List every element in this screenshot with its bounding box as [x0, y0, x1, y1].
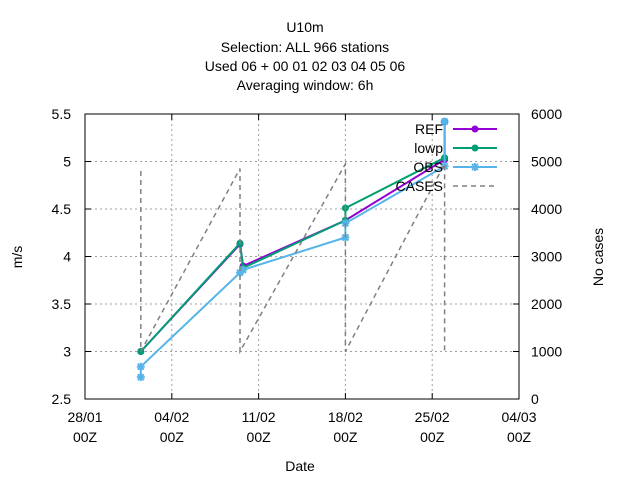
y2-tick-label: 2000 [531, 296, 562, 312]
series-obs [136, 117, 449, 382]
x-tick-label: 11/02 [242, 409, 276, 425]
y2-tick-label: 6000 [531, 106, 562, 122]
title-line: Averaging window: 6h [237, 77, 374, 93]
data-point [471, 163, 479, 171]
x-tick-label: 00Z [160, 429, 185, 445]
y-tick-label: 5 [63, 154, 71, 170]
data-point-stroke [239, 266, 247, 274]
grid [85, 114, 519, 399]
data-point [471, 125, 479, 133]
legend: REF lowp OBS CASES [396, 121, 497, 194]
series-line [140, 121, 446, 353]
title-line: Selection: ALL 966 stations [221, 39, 389, 55]
x-tick-label: 00Z [73, 429, 98, 445]
data-point [471, 144, 479, 152]
x-tick-label: 25/02 [415, 409, 450, 425]
x-tick-label: 00Z [420, 429, 445, 445]
data-point [136, 362, 145, 371]
y2-tick-label: 0 [531, 391, 539, 407]
legend-label: OBS [413, 159, 443, 175]
title-line: U10m [286, 19, 323, 35]
series-ref [137, 118, 449, 355]
y-tick-label: 3 [63, 344, 71, 360]
x-tick-label: 04/03 [501, 409, 536, 425]
y-axis-label: m/s [9, 246, 25, 269]
data-point-stroke [471, 163, 479, 171]
series-line [140, 161, 446, 355]
legend-label: lowp [414, 140, 443, 156]
axis-ticks: 2.5 3 3.5 4 4.5 5 5.5 0 1000 2000 3000 4000 5000 6000… [52, 106, 563, 445]
data-point [136, 373, 145, 382]
data-point-stroke [440, 117, 449, 126]
data-point-stroke [137, 373, 145, 381]
x-tick-label: 04/02 [154, 409, 189, 425]
y-tick-label: 4.5 [52, 201, 72, 217]
legend-label: REF [415, 121, 443, 137]
y-tick-label: 4 [63, 249, 71, 265]
data-point-stroke [341, 233, 350, 242]
series-line [139, 121, 446, 378]
y-tick-label: 3.5 [52, 296, 72, 312]
series-lowp [137, 118, 449, 355]
x-tick-label: 28/01 [67, 409, 102, 425]
series-line [140, 121, 446, 353]
legend-label: CASES [396, 178, 443, 194]
y-tick-label: 2.5 [52, 391, 72, 407]
chart-title: U10m Selection: ALL 966 stations Used 06… [205, 19, 406, 93]
series-cases [140, 161, 446, 355]
y2-tick-label: 1000 [531, 344, 562, 360]
title-line: Used 06 + 00 01 02 03 04 05 06 [205, 58, 406, 74]
x-tick-label: 00Z [247, 429, 272, 445]
data-point [440, 117, 449, 126]
plot-series [136, 117, 449, 382]
x-tick-label: 00Z [333, 429, 358, 445]
x-axis-label: Date [285, 458, 315, 474]
y2-tick-label: 3000 [531, 249, 562, 265]
y2-tick-label: 5000 [531, 154, 562, 170]
y2-tick-label: 4000 [531, 201, 562, 217]
x-tick-label: 18/02 [328, 409, 363, 425]
y-tick-label: 5.5 [52, 106, 72, 122]
y2-axis-label: No cases [590, 228, 606, 286]
data-point-stroke [137, 362, 145, 371]
x-tick-label: 00Z [507, 429, 532, 445]
